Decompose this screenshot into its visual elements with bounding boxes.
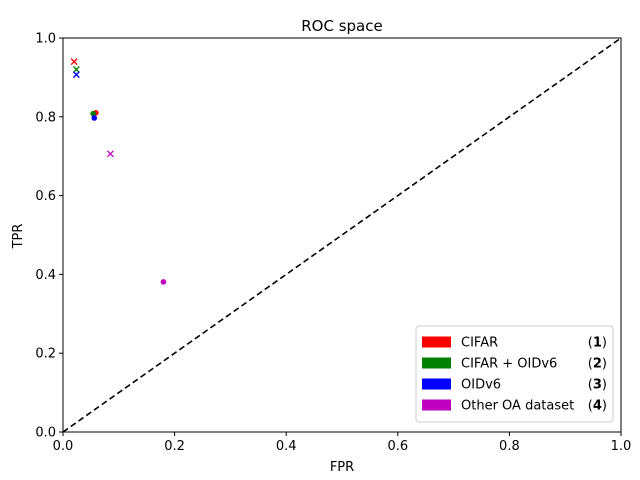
y-tick-label: 0.4 [35, 268, 56, 283]
legend-tag-0: (1) [588, 336, 607, 351]
legend-tag-number: 1 [593, 336, 602, 351]
point-2-1 [91, 115, 98, 121]
legend: CIFAR (1) CIFAR + OIDv6 (2) OIDv6 (3) Other OA… [415, 325, 614, 423]
legend-tag-3: (4) [588, 399, 607, 414]
legend-label-0: CIFAR [461, 336, 498, 351]
plot-area: 0.0 0.2 0.4 0.6 0.8 1.0 0.0 0.2 0.4 0.6 0.8 1.0 [35, 32, 631, 455]
y-tick-label: 0.0 [35, 426, 56, 441]
legend-tag-number: 2 [593, 357, 602, 372]
y-tick-label: 1.0 [35, 32, 56, 47]
chart-title: ROC space [301, 17, 382, 35]
legend-swatch-3 [422, 399, 451, 411]
y-axis-label: TPR [11, 224, 26, 250]
legend-tag-1: (2) [588, 357, 607, 372]
x-tick-label: 0.0 [53, 439, 74, 454]
y-tick-label: 0.6 [35, 189, 56, 204]
point-2-0 [72, 71, 80, 79]
legend-swatch-0 [422, 336, 451, 348]
legend-tag-2: (3) [588, 378, 607, 393]
x-tick-label: 1.0 [611, 439, 632, 454]
x-tick-label: 0.4 [276, 439, 297, 454]
x-tick-label: 0.6 [387, 439, 408, 454]
marker-stroke [70, 58, 78, 66]
legend-swatch-2 [422, 378, 451, 390]
y-tick-label: 0.2 [35, 347, 56, 362]
legend-label-2: OIDv6 [461, 378, 501, 393]
legend-label-3: Other OA dataset [461, 399, 574, 414]
x-tick-label: 0.2 [164, 439, 185, 454]
x-axis-label: FPR [330, 460, 354, 475]
marker-stroke [72, 71, 80, 79]
point-0-0 [70, 58, 78, 66]
marker-stroke [106, 150, 114, 158]
legend-box [415, 325, 614, 423]
x-tick-label: 0.8 [499, 439, 520, 454]
y-tick-label: 0.8 [35, 110, 56, 125]
marker-stroke [72, 66, 80, 73]
legend-swatch-1 [422, 357, 451, 369]
point-1-1 [90, 110, 96, 117]
point-3-1 [160, 279, 167, 285]
legend-label-1: CIFAR + OIDv6 [461, 357, 557, 372]
legend-tag-number: 4 [593, 399, 602, 414]
axes-frame [62, 37, 622, 433]
legend-tag-number: 3 [593, 378, 602, 393]
point-1-0 [72, 66, 80, 73]
point-3-0 [106, 150, 114, 158]
